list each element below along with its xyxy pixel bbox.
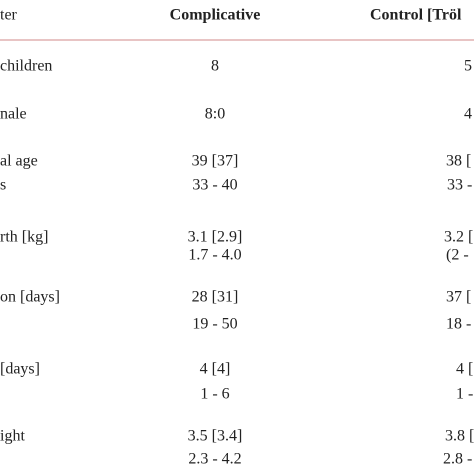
cell: 4 [ (456, 361, 473, 378)
cell: 37 [ (446, 289, 471, 306)
row-label: on [days] (0, 289, 60, 306)
cell: 3.8 [ (445, 428, 474, 445)
row-label: nale (0, 106, 27, 123)
header-cell: Control [Tröl (370, 7, 462, 24)
row-label: ight (0, 428, 25, 445)
row-label: children (0, 58, 52, 75)
cell: 3.5 [3.4] (188, 428, 243, 445)
cell: 2.3 - 4.2 (188, 451, 241, 468)
cell: (2 - (446, 247, 469, 264)
cell: 5 (464, 58, 472, 75)
cell: 28 [31] (192, 289, 239, 306)
cell: 8:0 (205, 106, 225, 123)
cell: 38 [ (446, 153, 471, 170)
cell: 2.8 - (443, 451, 472, 468)
cell: 39 [37] (192, 153, 239, 170)
header-cell: ter (0, 7, 18, 24)
cell: 18 - (446, 316, 471, 333)
cell: 1 - 6 (200, 386, 229, 403)
cell: 33 - (447, 177, 472, 194)
row-label: [days] (0, 361, 40, 378)
cell: 4 (464, 106, 472, 123)
cell: 3.2 [ (444, 229, 473, 246)
cell: 19 - 50 (192, 316, 237, 333)
header-cell: Complicative (170, 7, 261, 24)
row-label: al age (0, 153, 38, 170)
cell: 8 (211, 58, 219, 75)
cell: 1 - (456, 386, 473, 403)
cell: 4 [4] (200, 361, 231, 378)
cell: 3.1 [2.9] (188, 229, 243, 246)
row-label: s (0, 177, 6, 194)
cell: 33 - 40 (192, 177, 237, 194)
row-label: rth [kg] (0, 229, 48, 246)
cell: 1.7 - 4.0 (188, 247, 241, 264)
